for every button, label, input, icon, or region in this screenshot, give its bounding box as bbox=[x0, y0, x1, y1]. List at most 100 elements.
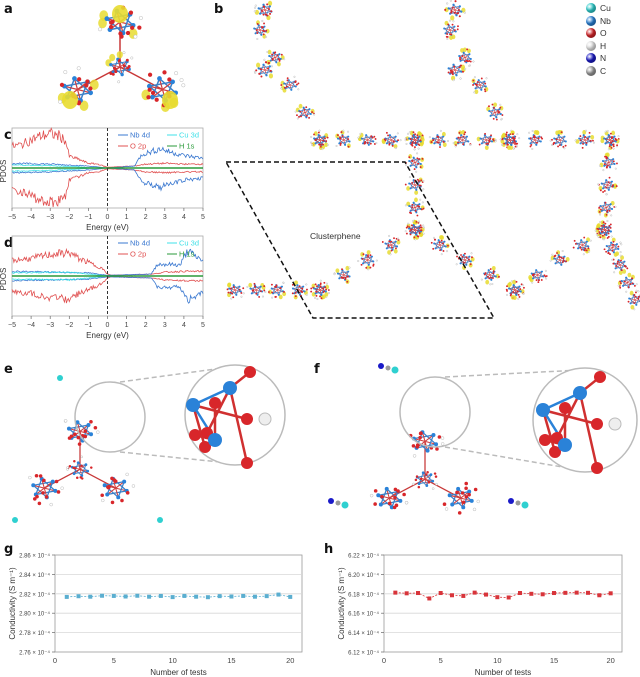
legend-label: Cu 3d bbox=[179, 239, 199, 248]
o-atom bbox=[596, 227, 599, 230]
charge-isosurface bbox=[360, 252, 365, 257]
nb-atom bbox=[607, 134, 610, 137]
o-atom bbox=[458, 66, 461, 69]
charge-isosurface bbox=[248, 282, 253, 288]
h-atom bbox=[261, 19, 264, 22]
plot-frame bbox=[54, 554, 303, 653]
cu-atom-icon bbox=[586, 3, 596, 14]
nb-atom bbox=[605, 233, 608, 236]
o-atom bbox=[373, 143, 376, 145]
o-atom bbox=[514, 141, 516, 144]
o-atom bbox=[465, 256, 468, 259]
o-atom bbox=[360, 263, 363, 266]
n-atom-icon bbox=[586, 53, 596, 64]
nb-atom bbox=[259, 285, 262, 288]
o-atom bbox=[283, 290, 285, 293]
o-atom bbox=[411, 206, 414, 209]
o-atom bbox=[416, 157, 419, 160]
o-atom bbox=[294, 81, 297, 84]
o-atom bbox=[388, 240, 391, 243]
o-atom bbox=[279, 287, 282, 290]
nb-atom bbox=[385, 247, 388, 250]
o-atom bbox=[90, 466, 93, 469]
o-atom bbox=[409, 233, 412, 236]
nb-atom bbox=[421, 471, 425, 475]
o-atom bbox=[432, 247, 435, 250]
x-tick-label: 5 bbox=[439, 656, 443, 665]
nb-atom bbox=[490, 278, 493, 281]
bond bbox=[583, 241, 588, 250]
o-atom bbox=[600, 224, 603, 227]
o-atom bbox=[264, 13, 267, 16]
o-atom bbox=[411, 142, 414, 144]
o-atom bbox=[447, 23, 450, 26]
charge-isosurface bbox=[613, 252, 618, 257]
o-atom bbox=[607, 229, 610, 231]
o-atom bbox=[395, 247, 397, 250]
o-atom bbox=[557, 145, 559, 148]
x-axis-label: Number of tests bbox=[475, 668, 531, 677]
nb-atom bbox=[563, 255, 566, 258]
zoom-connector bbox=[119, 451, 231, 464]
o-atom bbox=[492, 277, 494, 279]
o-atom bbox=[167, 77, 172, 82]
data-point bbox=[194, 594, 199, 599]
x-tick-label: 5 bbox=[112, 656, 116, 665]
h-atom bbox=[404, 230, 407, 233]
o-atom bbox=[612, 240, 615, 243]
nb-atom bbox=[223, 381, 237, 395]
h-atom bbox=[432, 236, 436, 239]
o-atom bbox=[619, 282, 622, 285]
h-atom bbox=[440, 442, 445, 446]
o-atom bbox=[430, 241, 433, 244]
h-atom bbox=[522, 292, 525, 295]
o-atom bbox=[286, 77, 289, 80]
o-atom bbox=[319, 283, 322, 286]
o-atom bbox=[488, 277, 491, 280]
o-atom bbox=[438, 241, 441, 244]
h-atom bbox=[407, 222, 410, 225]
o-atom bbox=[310, 290, 313, 293]
nb-atom bbox=[461, 505, 466, 510]
nb-atom bbox=[599, 232, 602, 235]
o-atom bbox=[600, 208, 602, 211]
h-atom bbox=[311, 143, 314, 146]
nb-atom bbox=[313, 287, 316, 290]
nb-atom bbox=[557, 254, 560, 257]
o-atom bbox=[471, 256, 473, 259]
data-point bbox=[574, 590, 579, 595]
nb-atom bbox=[443, 240, 446, 243]
nb-atom bbox=[317, 284, 320, 287]
nb-atom bbox=[102, 483, 107, 488]
h-atom bbox=[602, 238, 605, 241]
o-atom bbox=[258, 296, 261, 298]
o-atom bbox=[608, 145, 611, 148]
h-atom bbox=[512, 147, 515, 150]
h-atom bbox=[266, 50, 269, 54]
charge-isosurface bbox=[555, 130, 560, 136]
charge-isosurface bbox=[462, 47, 467, 53]
charge-isosurface bbox=[512, 295, 517, 301]
o-atom bbox=[416, 134, 419, 137]
nb-atom bbox=[254, 32, 257, 35]
o-atom bbox=[489, 137, 492, 140]
nb-atom bbox=[460, 10, 463, 13]
o-atom bbox=[277, 58, 280, 60]
o-atom bbox=[370, 135, 373, 138]
nb-atom bbox=[268, 65, 271, 68]
o-atom bbox=[410, 224, 413, 227]
metal-oxo-cluster bbox=[476, 132, 497, 150]
charge-isosurface bbox=[507, 282, 511, 288]
nb-atom bbox=[338, 142, 341, 145]
o-atom bbox=[436, 141, 439, 144]
o-atom bbox=[558, 144, 561, 147]
o-atom bbox=[286, 79, 289, 82]
metal-oxo-cluster bbox=[63, 419, 100, 446]
data-point bbox=[88, 594, 93, 599]
o-atom bbox=[599, 236, 602, 239]
h-atom bbox=[614, 205, 617, 208]
h-atom bbox=[263, 58, 266, 61]
h-atom bbox=[625, 290, 628, 293]
o-atom bbox=[229, 291, 232, 294]
n-atom bbox=[508, 498, 514, 504]
